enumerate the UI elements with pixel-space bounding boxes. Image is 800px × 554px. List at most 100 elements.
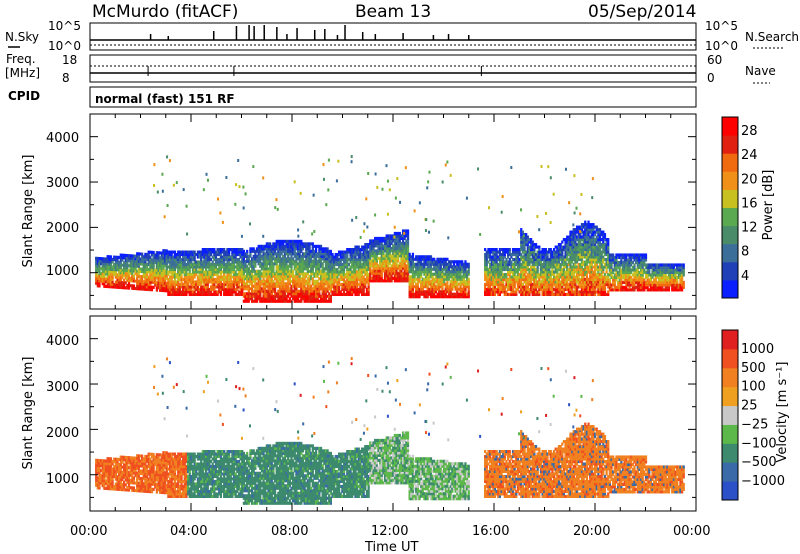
power-cell xyxy=(497,262,500,267)
power-cell xyxy=(185,252,188,257)
power-cell xyxy=(462,292,465,296)
power-cell xyxy=(383,254,387,258)
power-cell xyxy=(168,265,172,269)
power-cell xyxy=(214,277,218,282)
power-cell xyxy=(265,264,268,268)
power-cell xyxy=(579,257,582,262)
power-cell xyxy=(178,257,181,262)
power-cell xyxy=(533,282,536,287)
power-cell xyxy=(96,261,99,265)
power-cell xyxy=(136,257,139,261)
power-cell xyxy=(264,297,267,301)
power-cell xyxy=(333,287,336,292)
power-cell xyxy=(269,267,272,271)
power-cell xyxy=(239,255,242,259)
power-cell xyxy=(349,272,352,277)
power-cell xyxy=(213,277,216,282)
power-cell xyxy=(104,267,108,271)
power-cell xyxy=(488,257,492,262)
power-cell xyxy=(543,257,546,262)
power-cell xyxy=(190,280,193,284)
power-cell xyxy=(292,279,295,283)
power-cell xyxy=(254,284,257,288)
power-cell xyxy=(364,252,367,257)
power-cell xyxy=(190,255,193,259)
power-cell xyxy=(411,287,415,291)
power-cell xyxy=(316,244,319,248)
power-cell xyxy=(341,255,344,259)
power-cell xyxy=(421,280,424,284)
power-cell xyxy=(521,262,525,267)
power-cell xyxy=(378,266,382,270)
power-cell xyxy=(300,269,303,273)
power-cell xyxy=(454,282,457,286)
power-cell xyxy=(567,245,570,249)
power-cell xyxy=(434,287,438,291)
power-cell xyxy=(431,280,434,284)
power-cell xyxy=(272,269,275,273)
power-cell xyxy=(541,280,544,284)
power-cell xyxy=(303,292,306,296)
power-cell xyxy=(380,261,383,265)
power-cell xyxy=(580,290,584,294)
power-cell xyxy=(357,255,360,259)
power-cell xyxy=(459,267,462,271)
power-cell xyxy=(359,285,362,289)
power-cell xyxy=(103,259,106,263)
power-cell xyxy=(137,282,140,286)
power-cell xyxy=(566,248,569,252)
power-cell xyxy=(364,267,367,272)
power-cell xyxy=(505,275,508,279)
power-cell xyxy=(569,282,572,287)
power-cell xyxy=(397,241,400,245)
power-cell xyxy=(203,292,206,296)
power-cell xyxy=(319,254,323,258)
power-cell xyxy=(116,280,119,284)
power-cell xyxy=(498,275,502,279)
power-cell xyxy=(172,275,175,279)
freq-left-tick-top: 18 xyxy=(62,53,77,67)
power-cell xyxy=(552,272,556,277)
power-cell xyxy=(323,297,326,301)
power-cell xyxy=(275,244,278,248)
power-cell xyxy=(566,292,569,296)
power-cell xyxy=(556,267,559,272)
power-cell xyxy=(408,290,411,294)
power-cell xyxy=(203,282,206,287)
power-cell xyxy=(529,260,533,264)
power-cell xyxy=(528,282,531,287)
power-cell xyxy=(429,285,433,289)
power-cell xyxy=(259,264,262,268)
power-cell xyxy=(249,252,252,256)
power-cell xyxy=(413,277,416,281)
power-cell xyxy=(488,262,492,267)
power-cell xyxy=(436,292,439,296)
power-cell xyxy=(387,259,390,263)
power-cell xyxy=(572,272,575,277)
power-cell xyxy=(311,297,314,301)
power-cell xyxy=(141,275,144,279)
power-cell xyxy=(301,274,305,278)
power-cell xyxy=(328,292,331,296)
power-cell xyxy=(252,292,255,296)
power-cell xyxy=(385,236,388,240)
power-cell xyxy=(216,277,219,282)
power-cell xyxy=(296,262,300,266)
power-cell xyxy=(305,247,308,251)
power-cell xyxy=(303,297,306,301)
power-cell xyxy=(572,277,575,282)
power-cell xyxy=(328,269,331,273)
power-cell xyxy=(557,267,561,272)
power-cell xyxy=(272,297,275,301)
power-cell xyxy=(380,239,383,243)
power-cell xyxy=(108,255,111,259)
power-cell xyxy=(365,272,369,277)
power-cell xyxy=(377,251,380,255)
power-cell xyxy=(551,257,554,262)
power-cell xyxy=(132,274,136,278)
power-cell xyxy=(516,257,520,262)
power-cell xyxy=(365,250,369,254)
power-cell xyxy=(449,290,452,294)
power-cell xyxy=(577,248,580,252)
power-cell xyxy=(571,272,574,277)
